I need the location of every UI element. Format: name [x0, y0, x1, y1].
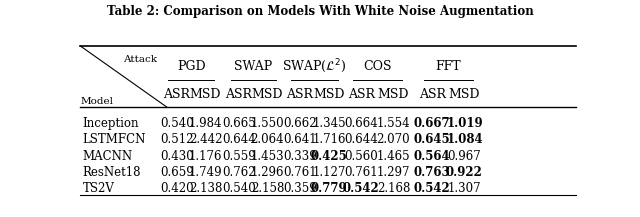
Text: 0.761: 0.761 — [283, 166, 317, 179]
Text: ASR: ASR — [419, 88, 445, 101]
Text: 0.922: 0.922 — [446, 166, 483, 179]
Text: Table 2: Comparison on Models With White Noise Augmentation: Table 2: Comparison on Models With White… — [107, 5, 533, 18]
Text: SWAP($\mathcal{L}^2$): SWAP($\mathcal{L}^2$) — [282, 57, 346, 75]
Text: 1.550: 1.550 — [251, 117, 284, 130]
Text: 0.359: 0.359 — [283, 182, 317, 195]
Text: MSD: MSD — [313, 88, 345, 101]
Text: 0.425: 0.425 — [310, 150, 348, 163]
Text: LSTMFCN: LSTMFCN — [83, 133, 146, 146]
Text: 1.296: 1.296 — [251, 166, 284, 179]
Text: 1.019: 1.019 — [446, 117, 483, 130]
Text: 1.176: 1.176 — [189, 150, 222, 163]
Text: 0.512: 0.512 — [160, 133, 193, 146]
Text: 0.644: 0.644 — [344, 133, 378, 146]
Text: 2.168: 2.168 — [377, 182, 410, 195]
Text: 1.084: 1.084 — [446, 133, 483, 146]
Text: 1.345: 1.345 — [312, 117, 346, 130]
Text: 1.749: 1.749 — [189, 166, 222, 179]
Text: 1.984: 1.984 — [189, 117, 222, 130]
Text: 0.542: 0.542 — [343, 182, 380, 195]
Text: Attack: Attack — [123, 55, 157, 64]
Text: MSD: MSD — [252, 88, 284, 101]
Text: MSD: MSD — [449, 88, 480, 101]
Text: 2.070: 2.070 — [377, 133, 410, 146]
Text: 0.540: 0.540 — [160, 117, 193, 130]
Text: 0.662: 0.662 — [283, 117, 317, 130]
Text: 1.716: 1.716 — [312, 133, 346, 146]
Text: Model: Model — [81, 97, 114, 106]
Text: 0.560: 0.560 — [344, 150, 378, 163]
Text: FFT: FFT — [435, 60, 461, 73]
Text: 0.667: 0.667 — [414, 117, 451, 130]
Text: 0.540: 0.540 — [222, 182, 255, 195]
Text: 0.559: 0.559 — [222, 150, 255, 163]
Text: 0.967: 0.967 — [447, 150, 481, 163]
Text: MACNN: MACNN — [83, 150, 132, 163]
Text: 0.430: 0.430 — [160, 150, 193, 163]
Text: ASR: ASR — [163, 88, 190, 101]
Text: 1.453: 1.453 — [251, 150, 284, 163]
Text: 2.064: 2.064 — [251, 133, 284, 146]
Text: ASR: ASR — [225, 88, 252, 101]
Text: ASR: ASR — [348, 88, 375, 101]
Text: 0.659: 0.659 — [160, 166, 193, 179]
Text: 2.138: 2.138 — [189, 182, 222, 195]
Text: 0.664: 0.664 — [344, 117, 378, 130]
Text: 0.665: 0.665 — [222, 117, 255, 130]
Text: 2.442: 2.442 — [189, 133, 222, 146]
Text: ASR: ASR — [286, 88, 313, 101]
Text: 0.761: 0.761 — [344, 166, 378, 179]
Text: Inception: Inception — [83, 117, 139, 130]
Text: 0.644: 0.644 — [222, 133, 255, 146]
Text: 0.564: 0.564 — [414, 150, 451, 163]
Text: PGD: PGD — [177, 60, 205, 73]
Text: 1.554: 1.554 — [377, 117, 410, 130]
Text: SWAP: SWAP — [234, 60, 272, 73]
Text: ResNet18: ResNet18 — [83, 166, 141, 179]
Text: 0.339: 0.339 — [283, 150, 317, 163]
Text: 0.420: 0.420 — [160, 182, 193, 195]
Text: MSD: MSD — [378, 88, 409, 101]
Text: TS2V: TS2V — [83, 182, 115, 195]
Text: 0.645: 0.645 — [414, 133, 451, 146]
Text: 1.127: 1.127 — [312, 166, 346, 179]
Text: 0.779: 0.779 — [310, 182, 348, 195]
Text: 0.641: 0.641 — [283, 133, 317, 146]
Text: 0.763: 0.763 — [414, 166, 451, 179]
Text: COS: COS — [364, 60, 392, 73]
Text: 1.297: 1.297 — [377, 166, 410, 179]
Text: 0.762: 0.762 — [222, 166, 255, 179]
Text: 2.158: 2.158 — [251, 182, 284, 195]
Text: 1.307: 1.307 — [447, 182, 481, 195]
Text: 1.465: 1.465 — [377, 150, 410, 163]
Text: MSD: MSD — [189, 88, 221, 101]
Text: 0.542: 0.542 — [414, 182, 451, 195]
